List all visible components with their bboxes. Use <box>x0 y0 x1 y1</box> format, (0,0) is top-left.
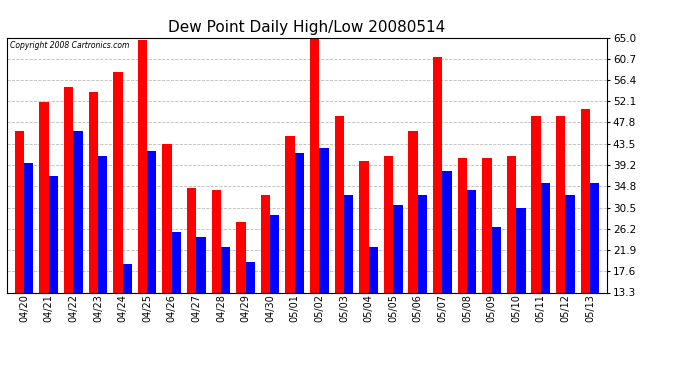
Bar <box>417 195 427 358</box>
Bar <box>14 131 24 358</box>
Bar <box>482 158 491 358</box>
Bar <box>187 188 197 358</box>
Bar <box>507 156 516 358</box>
Bar <box>457 158 467 358</box>
Bar <box>491 227 501 358</box>
Bar <box>24 163 34 358</box>
Bar <box>384 156 393 358</box>
Bar <box>335 116 344 358</box>
Bar <box>261 195 270 358</box>
Bar <box>49 176 58 358</box>
Title: Dew Point Daily High/Low 20080514: Dew Point Daily High/Low 20080514 <box>168 20 446 35</box>
Bar <box>236 222 246 358</box>
Bar <box>359 161 368 358</box>
Bar <box>433 57 442 358</box>
Bar <box>393 205 402 358</box>
Bar <box>319 148 328 358</box>
Bar <box>368 247 378 358</box>
Bar <box>408 131 417 358</box>
Text: Copyright 2008 Cartronics.com: Copyright 2008 Cartronics.com <box>10 41 129 50</box>
Bar <box>113 72 123 358</box>
Bar <box>310 38 319 358</box>
Bar <box>590 183 600 358</box>
Bar <box>147 151 157 358</box>
Bar <box>556 116 565 358</box>
Bar <box>580 109 590 358</box>
Bar <box>221 247 230 358</box>
Bar <box>88 92 98 358</box>
Bar <box>197 237 206 358</box>
Bar <box>295 153 304 358</box>
Bar <box>565 195 575 358</box>
Bar <box>531 116 541 358</box>
Bar <box>212 190 221 358</box>
Bar <box>39 102 49 358</box>
Bar <box>270 215 279 358</box>
Bar <box>286 136 295 358</box>
Bar <box>98 156 107 358</box>
Bar <box>442 171 452 358</box>
Bar <box>541 183 550 358</box>
Bar <box>162 144 172 358</box>
Bar <box>467 190 476 358</box>
Bar <box>73 131 83 358</box>
Bar <box>123 264 132 358</box>
Bar <box>172 232 181 358</box>
Bar <box>344 195 353 358</box>
Bar <box>516 208 526 358</box>
Bar <box>64 87 73 358</box>
Bar <box>138 40 147 358</box>
Bar <box>246 262 255 358</box>
